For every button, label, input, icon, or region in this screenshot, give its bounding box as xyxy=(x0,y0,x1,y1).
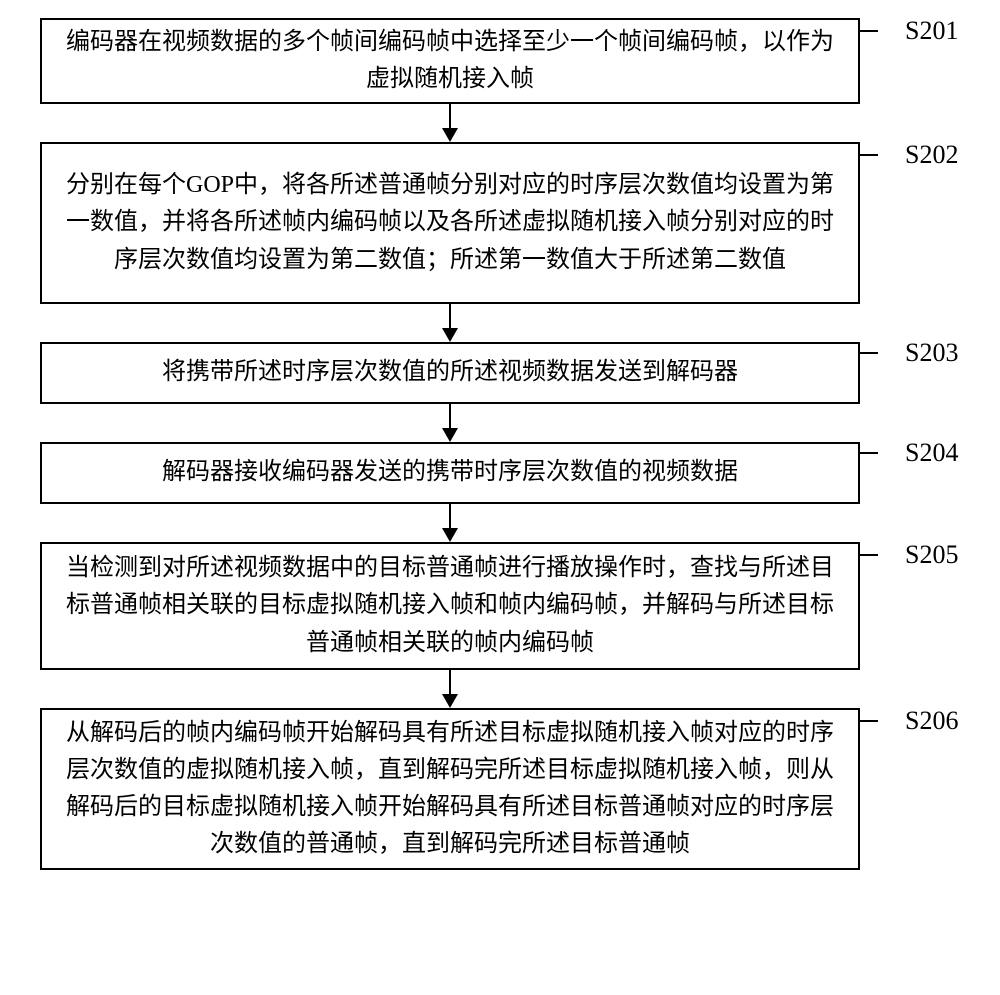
step-label-s204: S204 xyxy=(905,438,958,468)
step-text: 分别在每个GOP中，将各所述普通帧分别对应的时序层次数值均设置为第一数值，并将各… xyxy=(56,167,844,279)
step-node-s204: 解码器接收编码器发送的携带时序层次数值的视频数据 xyxy=(40,442,860,504)
connector-vertical xyxy=(876,554,878,556)
step-text: 编码器在视频数据的多个帧间编码帧中选择至少一个帧间编码帧，以作为虚拟随机接入帧 xyxy=(56,24,844,98)
step-node-s201: 编码器在视频数据的多个帧间编码帧中选择至少一个帧间编码帧，以作为虚拟随机接入帧 xyxy=(40,18,860,104)
arrow-head-icon xyxy=(442,128,458,142)
arrow-head-icon xyxy=(442,428,458,442)
step-text: 解码器接收编码器发送的携带时序层次数值的视频数据 xyxy=(162,454,738,491)
step-label-s205: S205 xyxy=(905,540,958,570)
arrow-head-icon xyxy=(442,694,458,708)
step-text: 当检测到对所述视频数据中的目标普通帧进行播放操作时，查找与所述目标普通帧相关联的… xyxy=(56,550,844,662)
connector-vertical xyxy=(876,452,878,454)
step-node-s206: 从解码后的帧内编码帧开始解码具有所述目标虚拟随机接入帧对应的时序层次数值的虚拟随… xyxy=(40,708,860,870)
connector-vertical xyxy=(876,352,878,354)
step-label-s203: S203 xyxy=(905,338,958,368)
arrow-line xyxy=(449,504,451,528)
step-node-s202: 分别在每个GOP中，将各所述普通帧分别对应的时序层次数值均设置为第一数值，并将各… xyxy=(40,142,860,304)
arrow-head-icon xyxy=(442,528,458,542)
step-label-s201: S201 xyxy=(905,16,958,46)
arrow-line xyxy=(449,404,451,428)
step-node-s203: 将携带所述时序层次数值的所述视频数据发送到解码器 xyxy=(40,342,860,404)
arrow-line xyxy=(449,670,451,694)
step-node-s205: 当检测到对所述视频数据中的目标普通帧进行播放操作时，查找与所述目标普通帧相关联的… xyxy=(40,542,860,670)
step-text: 将携带所述时序层次数值的所述视频数据发送到解码器 xyxy=(162,354,738,391)
flowchart-canvas: 编码器在视频数据的多个帧间编码帧中选择至少一个帧间编码帧，以作为虚拟随机接入帧 S… xyxy=(0,0,1000,995)
step-label-s206: S206 xyxy=(905,706,958,736)
connector-vertical xyxy=(876,154,878,156)
connector-vertical xyxy=(876,720,878,722)
arrow-line xyxy=(449,304,451,328)
connector-vertical xyxy=(876,30,878,32)
arrow-line xyxy=(449,104,451,128)
step-text: 从解码后的帧内编码帧开始解码具有所述目标虚拟随机接入帧对应的时序层次数值的虚拟随… xyxy=(56,715,844,864)
step-label-s202: S202 xyxy=(905,140,958,170)
arrow-head-icon xyxy=(442,328,458,342)
